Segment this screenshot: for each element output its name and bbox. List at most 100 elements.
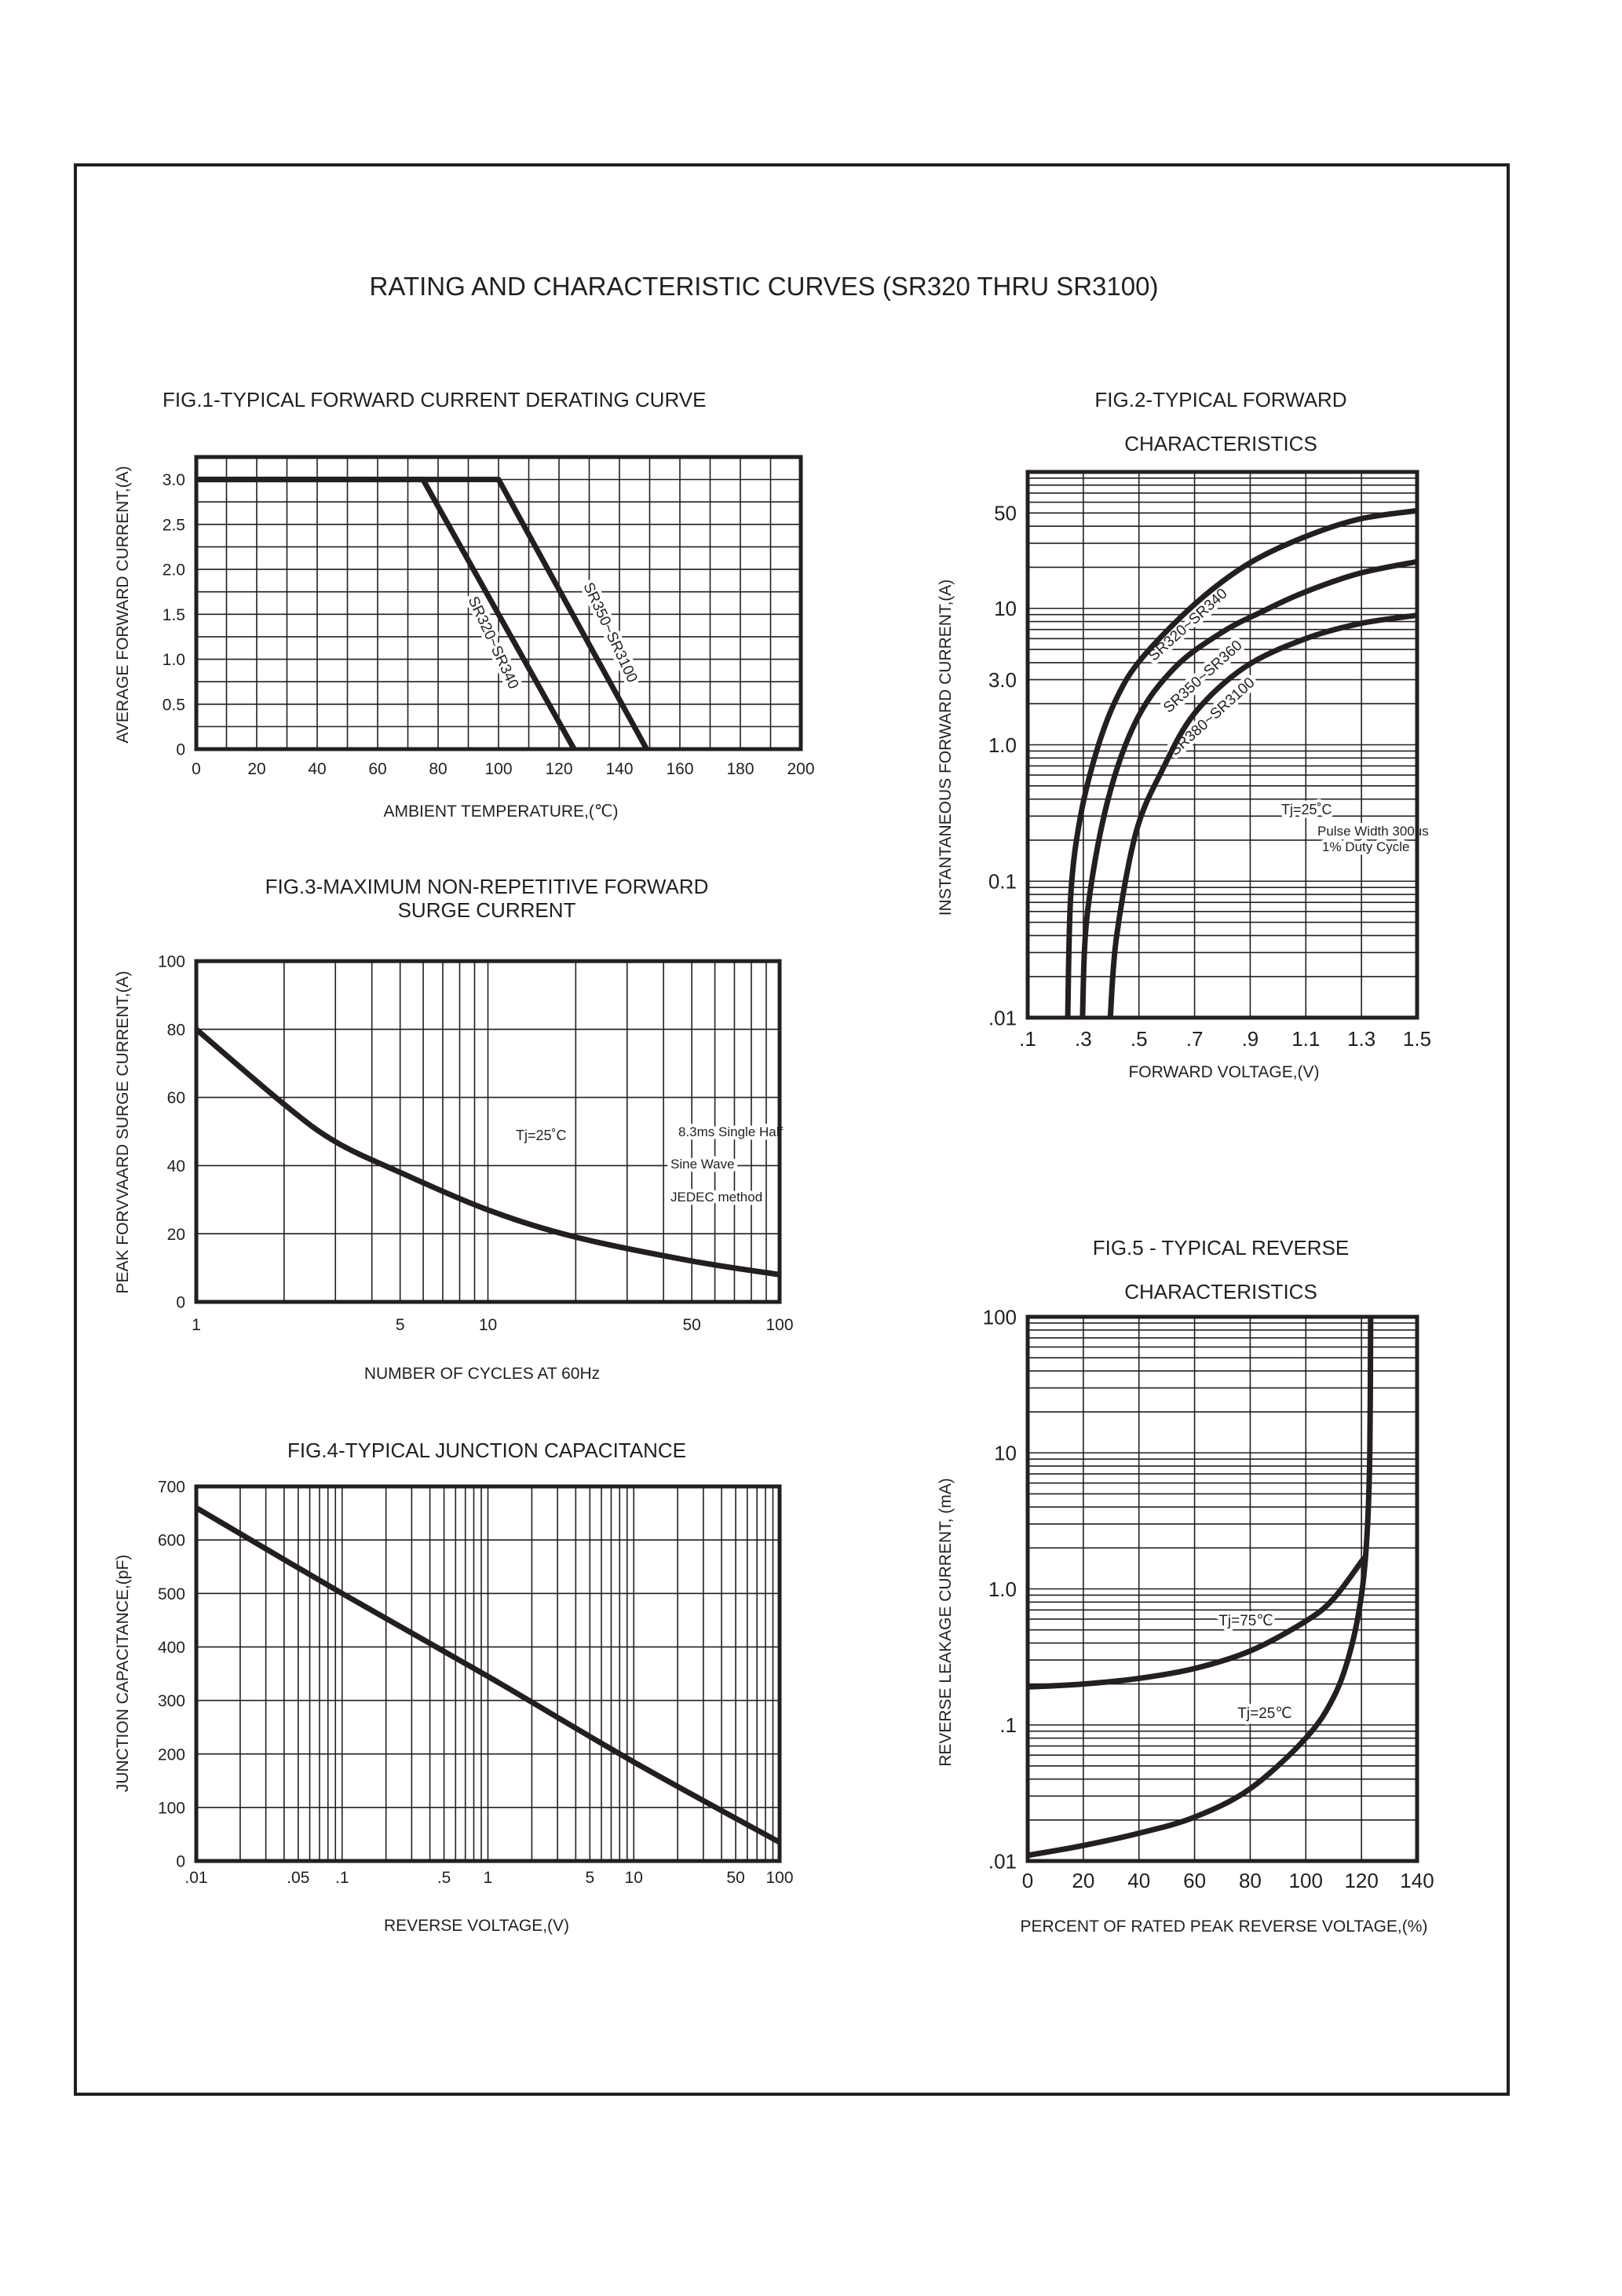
annotation: Tj=25˚C [1281,802,1332,817]
x-axis-label: AMBIENT TEMPERATURE,(℃) [384,803,619,821]
x-tick-label: 0 [192,760,201,778]
series-curve [1065,507,1418,1018]
x-tick-label: 80 [1239,1869,1262,1892]
x-tick-label: 200 [787,760,814,778]
y-tick-label: 1.0 [163,651,185,669]
x-tick-label: 1 [192,1316,201,1334]
x-axis-label: PERCENT OF RATED PEAK REVERSE VOLTAGE,(%… [1021,1918,1428,1936]
x-tick-label: 10 [479,1316,497,1334]
plot-frame [194,455,803,751]
figure-title: CHARACTERISTICS [1124,432,1317,455]
figure-title: SURGE CURRENT [398,898,576,922]
x-tick-label: 100 [1289,1869,1323,1892]
y-tick-label: 500 [158,1585,185,1603]
figure-title: FIG.2-TYPICAL FORWARD [1094,388,1346,411]
x-tick-label: 20 [1072,1869,1094,1892]
x-tick-label: .9 [1242,1027,1259,1051]
y-tick-label: 2.5 [163,516,185,534]
x-tick-label: 40 [1127,1869,1150,1892]
x-tick-label: 1 [484,1869,493,1887]
x-tick-label: 10 [625,1869,643,1887]
x-tick-label: .5 [1131,1027,1148,1051]
figure-title: CHARACTERISTICS [1124,1280,1317,1303]
y-tick-label: .1 [999,1713,1017,1737]
curve-label: Tj=75℃ [1218,1613,1273,1629]
figure-3: Tj=25˚C 8.3ms Single Half Sine Wave JEDEC m… [114,875,794,1383]
x-tick-label: 140 [605,760,633,778]
x-tick-label: .1 [1019,1027,1036,1051]
y-tick-label: 400 [158,1639,185,1657]
x-tick-label: 60 [368,760,386,778]
figure-5: Tj=75℃ Tj=25℃ 0 20 40 60 80 100 120 140 .01 .1 1.0 10… [937,1236,1434,1936]
y-tick-label: 200 [158,1746,185,1764]
x-tick-label: 80 [429,760,447,778]
x-tick-label: 100 [765,1869,793,1887]
y-tick-label: 20 [167,1226,185,1244]
x-tick-label: 5 [585,1869,594,1887]
figure-title: FIG.1-TYPICAL FORWARD CURRENT DERATING C… [163,388,706,411]
x-tick-label: .7 [1186,1027,1204,1051]
figure-title: FIG.3-MAXIMUM NON-REPETITIVE FORWARD [265,875,709,898]
series-curve [1080,558,1418,1018]
y-tick-label: 700 [158,1479,185,1497]
page-border [74,163,1510,2096]
y-tick-label: 100 [983,1305,1017,1329]
page-title: RATING AND CHARACTERISTIC CURVES (SR320 … [370,272,1159,301]
y-tick-label: 0 [176,1294,185,1312]
y-tick-label: 10 [994,597,1017,620]
y-axis-label: AVERAGE FORWARD CURRENT,(A) [114,466,132,743]
y-axis-label: INSTANTANEOUS FORWARD CURRENT,(A) [937,579,955,916]
y-tick-label: 40 [167,1157,185,1175]
y-tick-label: 100 [158,953,185,971]
y-tick-label: 1.0 [988,733,1017,757]
curve-label: Tj=25℃ [1237,1706,1291,1722]
figure-title: FIG.4-TYPICAL JUNCTION CAPACITANCE [287,1439,686,1462]
annotation: 8.3ms Single Half [678,1124,784,1139]
x-tick-label: 50 [726,1869,744,1887]
y-tick-label: .01 [988,1849,1017,1873]
series-curve [1107,612,1418,1018]
plot-frame [194,1484,782,1863]
x-tick-label: 20 [247,760,265,778]
x-tick-label: 0 [1022,1869,1033,1892]
series-curve [195,1505,781,1845]
figure-4: .01 .05 .1 .5 1 5 10 50 100 0 100 200 300 400 500 600 70… [114,1439,794,1935]
series-curve [196,477,649,751]
y-tick-label: 3.0 [163,471,185,489]
y-tick-label: 50 [994,502,1017,525]
x-tick-label: 50 [682,1316,700,1334]
y-tick-label: 2.0 [163,561,185,579]
x-tick-label: 180 [726,760,754,778]
y-tick-label: 80 [167,1021,185,1039]
y-tick-label: 0.1 [988,870,1017,894]
series-curve [1027,1316,1374,1859]
y-tick-label: .01 [988,1006,1017,1029]
y-tick-label: 0.5 [163,696,185,714]
y-tick-label: 1.0 [988,1578,1017,1601]
x-tick-label: .01 [184,1869,207,1887]
x-tick-label: 160 [666,760,693,778]
plot-frame [1025,470,1419,1020]
figure-title: FIG.5 - TYPICAL REVERSE [1093,1236,1350,1260]
x-axis-label: REVERSE VOLTAGE,(V) [384,1917,569,1935]
series-curve [194,1027,780,1278]
plot-frame [194,959,782,1304]
x-axis-label: FORWARD VOLTAGE,(V) [1128,1063,1319,1081]
y-tick-label: 300 [158,1692,185,1710]
y-tick-label: 1.5 [163,606,185,624]
x-tick-label: 1.3 [1347,1027,1375,1051]
x-tick-label: .5 [437,1869,451,1887]
y-tick-label: 3.0 [988,668,1017,692]
y-axis-label: PEAK FORVVAARD SURGE CURRENT,(A) [114,971,132,1293]
x-tick-label: 120 [545,760,572,778]
annotation: Tj=25˚C [516,1128,567,1143]
x-tick-label: 1.1 [1291,1027,1320,1051]
y-axis-label: JUNCTION CAPACITANCE,(pF) [114,1555,132,1793]
x-tick-label: .3 [1075,1027,1092,1051]
annotation: 1% Duty Cycle [1322,839,1409,854]
x-tick-label: 60 [1183,1869,1206,1892]
y-axis-label: REVERSE LEAKAGE CURRENT, (mA) [937,1478,955,1767]
